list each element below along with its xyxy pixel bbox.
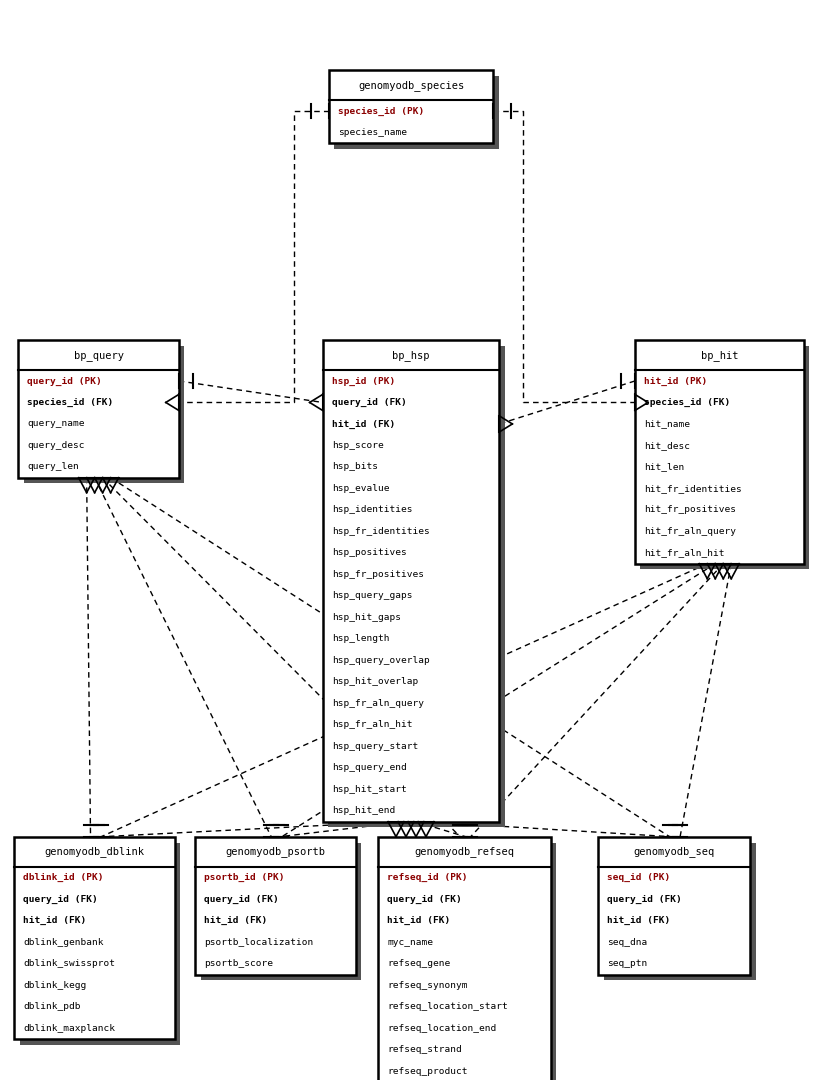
Polygon shape xyxy=(384,842,556,1080)
Text: hsp_query_end: hsp_query_end xyxy=(331,764,406,772)
Text: hsp_positives: hsp_positives xyxy=(331,549,406,557)
Text: refseq_location_start: refseq_location_start xyxy=(387,1002,508,1011)
Polygon shape xyxy=(640,346,809,569)
Text: dblink_swissprot: dblink_swissprot xyxy=(23,959,115,969)
Polygon shape xyxy=(328,346,505,827)
Text: bp_query: bp_query xyxy=(74,350,123,361)
Text: seq_id (PK): seq_id (PK) xyxy=(607,874,670,882)
Text: psortb_id (PK): psortb_id (PK) xyxy=(204,874,284,882)
Text: species_id (FK): species_id (FK) xyxy=(27,397,113,407)
Text: dblink_genbank: dblink_genbank xyxy=(23,937,104,947)
Polygon shape xyxy=(635,340,803,564)
Text: refseq_gene: refseq_gene xyxy=(387,959,450,969)
Text: hsp_evalue: hsp_evalue xyxy=(331,484,389,492)
Text: dblink_pdb: dblink_pdb xyxy=(23,1002,81,1011)
Text: dblink_id (PK): dblink_id (PK) xyxy=(23,874,104,882)
Polygon shape xyxy=(19,340,179,477)
Polygon shape xyxy=(329,70,493,144)
Polygon shape xyxy=(15,837,175,1039)
Text: genomyodb_species: genomyodb_species xyxy=(358,80,464,91)
Text: hsp_query_start: hsp_query_start xyxy=(331,742,418,751)
Text: refseq_id (PK): refseq_id (PK) xyxy=(387,874,468,882)
Polygon shape xyxy=(24,346,184,483)
Text: refseq_strand: refseq_strand xyxy=(387,1045,462,1054)
Text: psortb_localization: psortb_localization xyxy=(204,937,313,947)
Text: hsp_hit_overlap: hsp_hit_overlap xyxy=(331,677,418,687)
Text: hsp_fr_aln_hit: hsp_fr_aln_hit xyxy=(331,720,412,729)
Text: hit_id (FK): hit_id (FK) xyxy=(331,419,395,429)
Text: query_len: query_len xyxy=(27,462,79,472)
Text: species_id (FK): species_id (FK) xyxy=(644,397,730,407)
Text: hsp_fr_positives: hsp_fr_positives xyxy=(331,570,423,579)
Text: bp_hit: bp_hit xyxy=(700,350,738,361)
Polygon shape xyxy=(322,340,499,822)
Text: hit_id (FK): hit_id (FK) xyxy=(607,916,670,926)
Text: genomyodb_seq: genomyodb_seq xyxy=(634,847,714,858)
Text: hit_fr_positives: hit_fr_positives xyxy=(644,505,736,514)
Text: seq_ptn: seq_ptn xyxy=(607,959,647,969)
Text: species_id (PK): species_id (PK) xyxy=(338,107,424,116)
Polygon shape xyxy=(598,837,750,974)
Text: dblink_kegg: dblink_kegg xyxy=(23,981,86,989)
Text: dblink_maxplanck: dblink_maxplanck xyxy=(23,1024,115,1032)
Text: bp_hsp: bp_hsp xyxy=(392,350,430,361)
Text: hit_fr_aln_query: hit_fr_aln_query xyxy=(644,527,736,536)
Polygon shape xyxy=(335,76,499,149)
Text: genomyodb_psortb: genomyodb_psortb xyxy=(225,847,326,858)
Text: query_name: query_name xyxy=(27,419,85,429)
Text: hit_id (PK): hit_id (PK) xyxy=(644,377,707,386)
Text: genomyodb_dblink: genomyodb_dblink xyxy=(44,847,145,858)
Text: hsp_bits: hsp_bits xyxy=(331,462,377,472)
Text: hsp_query_overlap: hsp_query_overlap xyxy=(331,656,429,665)
Text: seq_dna: seq_dna xyxy=(607,937,647,947)
Polygon shape xyxy=(378,837,551,1080)
Text: hsp_hit_end: hsp_hit_end xyxy=(331,807,395,815)
Text: refseq_synonym: refseq_synonym xyxy=(387,981,468,989)
Polygon shape xyxy=(20,842,180,1044)
Text: hit_fr_aln_hit: hit_fr_aln_hit xyxy=(644,549,724,557)
Text: hit_name: hit_name xyxy=(644,419,690,429)
Text: query_id (FK): query_id (FK) xyxy=(23,894,98,904)
Polygon shape xyxy=(603,842,755,980)
Text: species_name: species_name xyxy=(338,127,407,137)
Text: query_desc: query_desc xyxy=(27,441,85,450)
Text: hit_id (FK): hit_id (FK) xyxy=(23,916,86,926)
Text: hsp_fr_aln_query: hsp_fr_aln_query xyxy=(331,699,423,708)
Text: hsp_identities: hsp_identities xyxy=(331,505,412,514)
Text: query_id (FK): query_id (FK) xyxy=(204,894,279,904)
Text: hit_id (FK): hit_id (FK) xyxy=(204,916,267,926)
Text: myc_name: myc_name xyxy=(387,937,433,947)
Text: hsp_length: hsp_length xyxy=(331,634,389,644)
Text: query_id (PK): query_id (PK) xyxy=(27,377,102,386)
Text: hit_len: hit_len xyxy=(644,462,684,472)
Text: hit_fr_identities: hit_fr_identities xyxy=(644,484,741,492)
Text: hsp_query_gaps: hsp_query_gaps xyxy=(331,592,412,600)
Text: query_id (FK): query_id (FK) xyxy=(607,894,681,904)
Polygon shape xyxy=(196,837,355,974)
Text: refseq_location_end: refseq_location_end xyxy=(387,1024,496,1032)
Text: query_id (FK): query_id (FK) xyxy=(387,894,462,904)
Text: hit_id (FK): hit_id (FK) xyxy=(387,916,450,926)
Text: hsp_fr_identities: hsp_fr_identities xyxy=(331,527,429,536)
Text: hsp_id (PK): hsp_id (PK) xyxy=(331,377,395,386)
Text: genomyodb_refseq: genomyodb_refseq xyxy=(414,847,515,858)
Text: hsp_hit_start: hsp_hit_start xyxy=(331,785,406,794)
Text: hit_desc: hit_desc xyxy=(644,441,690,450)
Text: hsp_score: hsp_score xyxy=(331,441,383,450)
Text: refseq_product: refseq_product xyxy=(387,1067,468,1076)
Text: query_id (FK): query_id (FK) xyxy=(331,397,406,407)
Text: psortb_score: psortb_score xyxy=(204,959,273,969)
Text: hsp_hit_gaps: hsp_hit_gaps xyxy=(331,613,400,622)
Polygon shape xyxy=(201,842,361,980)
